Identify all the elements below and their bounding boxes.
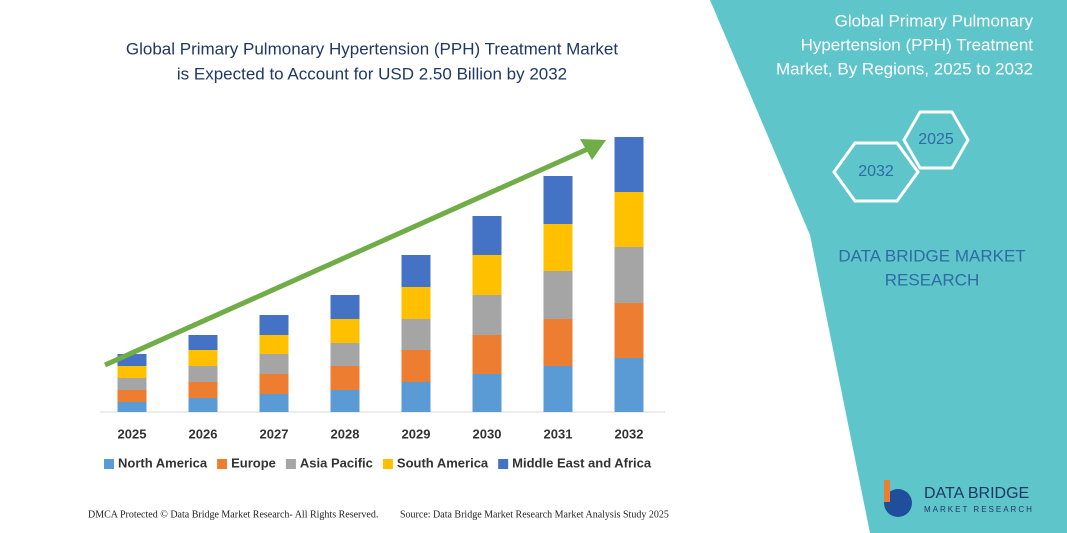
bar-segment xyxy=(401,382,431,412)
bar-segment xyxy=(401,350,431,382)
bar-segment xyxy=(117,402,147,412)
bar-segment xyxy=(188,366,218,382)
x-tick-label: 2032 xyxy=(615,426,644,441)
hexagon xyxy=(832,141,920,203)
bar-segment xyxy=(614,137,644,192)
trend-arrow-head xyxy=(580,139,606,160)
bar-segment xyxy=(259,374,289,394)
brand: RESEARCH xyxy=(885,270,979,289)
legend-swatch xyxy=(285,459,296,469)
hexagon-label: 2025 xyxy=(918,131,954,148)
bar-segment xyxy=(117,390,147,402)
bar-segment xyxy=(614,358,644,412)
bar-segment xyxy=(259,354,289,374)
panel-title: Global Primary Pulmonary xyxy=(835,11,1034,30)
legend-label: North America xyxy=(118,455,208,470)
bar-segment xyxy=(401,255,431,287)
bar-segment xyxy=(117,378,147,390)
bar-segment xyxy=(472,374,502,412)
legend-label: Asia Pacific xyxy=(300,455,373,470)
bar-segment xyxy=(330,295,360,319)
panel-title: Market, By Regions, 2025 to 2032 xyxy=(776,59,1033,78)
x-tick-label: 2025 xyxy=(118,426,147,441)
legend-swatch xyxy=(217,459,228,469)
chart-title: Global Primary Pulmonary Hypertension (P… xyxy=(126,39,618,58)
x-tick-label: 2031 xyxy=(544,426,573,441)
bar-segment xyxy=(188,335,218,350)
x-tick-label: 2027 xyxy=(260,426,289,441)
side-panel-bg xyxy=(710,0,1067,533)
bar-segment xyxy=(330,366,360,390)
bar-segment xyxy=(472,295,502,335)
trend-arrow xyxy=(103,145,592,368)
bar-segment xyxy=(543,319,573,366)
legend-swatch xyxy=(382,459,393,469)
bar-segment xyxy=(188,350,218,366)
hexagon xyxy=(902,110,970,170)
bar-segment xyxy=(543,271,573,319)
legend-swatch xyxy=(104,459,114,469)
bar-segment xyxy=(188,398,218,412)
bar-segment xyxy=(614,303,644,358)
bar-segment xyxy=(259,335,289,354)
bar-segment xyxy=(330,319,360,343)
bar-segment xyxy=(188,382,218,398)
legend-label: South America xyxy=(397,455,489,470)
logo-tagline: MARKET RESEARCH xyxy=(924,505,1034,514)
legend-label: Europe xyxy=(231,455,276,470)
hexagon-label: 2032 xyxy=(858,163,894,180)
legend-label: Middle East and Africa xyxy=(512,455,652,470)
brand: DATA BRIDGE MARKET xyxy=(838,246,1025,265)
bar-segment xyxy=(401,319,431,350)
footer-right: Source: Data Bridge Market Research Mark… xyxy=(400,509,669,520)
x-tick-label: 2030 xyxy=(473,426,502,441)
bar-segment xyxy=(614,247,644,303)
bar-segment xyxy=(543,366,573,412)
x-tick-label: 2029 xyxy=(402,426,431,441)
bar-segment xyxy=(543,224,573,271)
footer-left: DMCA Protected © Data Bridge Market Rese… xyxy=(88,509,378,520)
logo-name: DATA BRIDGE xyxy=(924,485,1029,502)
bar-segment xyxy=(330,343,360,366)
bar-segment xyxy=(472,216,502,255)
panel-title: Hypertension (PPH) Treatment xyxy=(801,35,1034,54)
x-tick-label: 2028 xyxy=(331,426,360,441)
bar-segment xyxy=(259,315,289,335)
logo-icon xyxy=(884,489,912,517)
bar-segment xyxy=(614,192,644,247)
bar-segment xyxy=(472,255,502,295)
chart-title: is Expected to Account for USD 2.50 Bill… xyxy=(177,64,567,83)
logo-icon xyxy=(884,480,890,502)
x-tick-label: 2026 xyxy=(189,426,218,441)
bar-segment xyxy=(117,366,147,378)
bar-segment xyxy=(472,335,502,374)
bar-segment xyxy=(543,176,573,224)
bar-segment xyxy=(401,287,431,319)
legend-swatch xyxy=(498,459,509,469)
bar-segment xyxy=(330,390,360,412)
bar-segment xyxy=(259,394,289,412)
